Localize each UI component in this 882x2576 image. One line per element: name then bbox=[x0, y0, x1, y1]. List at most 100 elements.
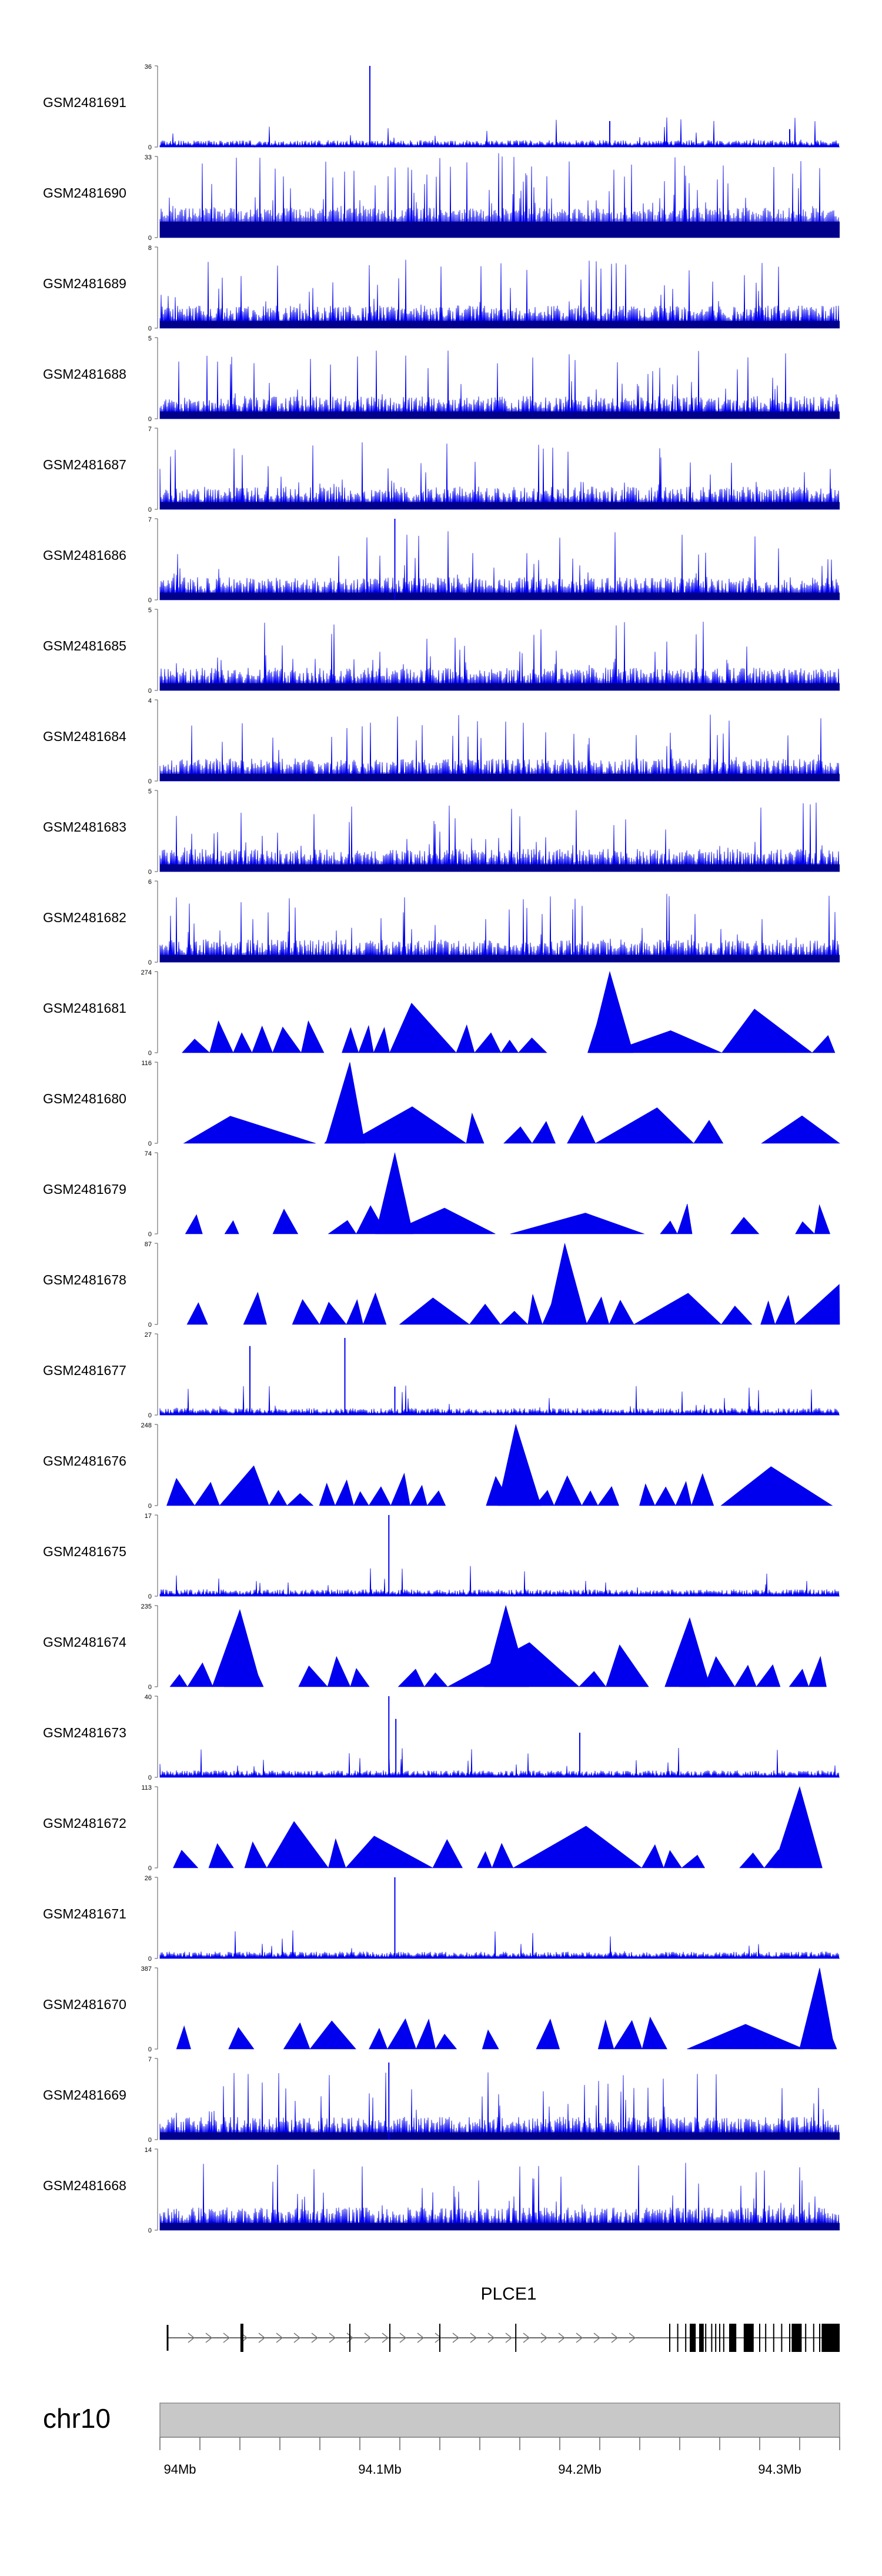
coverage-triangle bbox=[342, 1027, 359, 1053]
coverage-triangle bbox=[677, 1203, 693, 1234]
y-tick-max-label: 6 bbox=[148, 879, 152, 886]
y-tick-max-label: 7 bbox=[148, 426, 152, 433]
gene-exon bbox=[685, 2324, 687, 2352]
coverage-triangle bbox=[597, 1486, 620, 1506]
coverage-triangle bbox=[597, 2019, 614, 2050]
coverage-triangle bbox=[386, 1207, 496, 1234]
strand-arrow bbox=[593, 2333, 601, 2343]
y-tick-max-label: 7 bbox=[148, 516, 152, 523]
coverage-triangle bbox=[369, 2027, 388, 2050]
coverage-triangle bbox=[435, 2033, 457, 2050]
coverage-triangle bbox=[503, 1126, 533, 1144]
coverage-triangle bbox=[244, 1841, 268, 1868]
coverage-triangle bbox=[183, 1116, 316, 1144]
coverage-triangle bbox=[416, 2018, 436, 2050]
coverage-triangle bbox=[720, 1466, 833, 1506]
track-label: GSM2481675 bbox=[43, 1544, 126, 1559]
coverage-baseline-band bbox=[160, 2223, 840, 2230]
track-label: GSM2481691 bbox=[43, 95, 126, 110]
y-tick-zero-label: 0 bbox=[148, 1956, 152, 1963]
coverage-triangle bbox=[517, 1037, 547, 1053]
track-label: GSM2481683 bbox=[43, 819, 126, 835]
track-label: GSM2481687 bbox=[43, 457, 126, 472]
coverage-baseline-band bbox=[160, 411, 840, 419]
coverage-triangle bbox=[811, 1035, 836, 1053]
coverage-triangle bbox=[527, 1294, 543, 1325]
gene-exon bbox=[349, 2324, 350, 2352]
strand-arrow bbox=[293, 2333, 301, 2343]
strand-arrow bbox=[311, 2333, 319, 2343]
strand-arrow bbox=[258, 2333, 266, 2343]
coverage-triangle bbox=[639, 1483, 656, 1506]
y-tick-max-label: 8 bbox=[148, 245, 152, 252]
gene-exon bbox=[813, 2324, 814, 2352]
track-GSM2481686: GSM2481686 7 0 bbox=[43, 516, 840, 604]
track-GSM2481687: GSM2481687 7 0 bbox=[43, 426, 840, 513]
coverage-triangle bbox=[187, 1662, 213, 1687]
strand-arrow bbox=[276, 2333, 283, 2343]
coverage-signal bbox=[159, 1930, 840, 1960]
coverage-triangle bbox=[641, 1844, 664, 1868]
coverage-triangle bbox=[693, 1120, 724, 1144]
coverage-triangle bbox=[209, 1020, 234, 1053]
coverage-triangle bbox=[606, 1644, 649, 1687]
strand-arrow bbox=[346, 2333, 354, 2343]
strand-arrow bbox=[435, 2333, 442, 2343]
y-tick-max-label: 5 bbox=[148, 607, 152, 614]
coverage-triangle bbox=[389, 1003, 457, 1053]
track-GSM2481691: GSM2481691 36 0 bbox=[43, 64, 840, 151]
chromosome-label: chr10 bbox=[43, 2403, 111, 2434]
strand-arrow bbox=[382, 2333, 389, 2343]
coverage-triangle bbox=[387, 2018, 417, 2050]
gene-exon-block bbox=[730, 2324, 736, 2352]
axis-tick-label: 94Mb bbox=[163, 2462, 196, 2477]
coverage-triangle bbox=[773, 1786, 823, 1868]
coverage-triangle bbox=[500, 1310, 529, 1325]
coverage-triangle bbox=[346, 1106, 467, 1144]
coverage-triangle bbox=[212, 1609, 262, 1687]
coverage-triangle bbox=[399, 1297, 470, 1325]
track-label: GSM2481689 bbox=[43, 276, 126, 291]
coverage-triangle bbox=[328, 1838, 346, 1868]
coverage-triangle bbox=[546, 1243, 587, 1325]
track-label: GSM2481677 bbox=[43, 1363, 126, 1378]
track-label: GSM2481688 bbox=[43, 366, 126, 382]
coverage-triangle bbox=[589, 970, 634, 1053]
track-label: GSM2481685 bbox=[43, 638, 126, 653]
y-tick-zero-label: 0 bbox=[148, 597, 152, 604]
coverage-triangle bbox=[691, 1473, 714, 1506]
coverage-triangle bbox=[176, 2025, 191, 2050]
coverage-triangle bbox=[309, 2020, 356, 2050]
coverage-triangle bbox=[292, 1299, 320, 1325]
coverage-triangle bbox=[390, 1473, 410, 1506]
y-tick-zero-label: 0 bbox=[148, 2046, 152, 2053]
coverage-triangle bbox=[182, 1039, 211, 1053]
coverage-triangle bbox=[553, 1475, 582, 1506]
coverage-triangle bbox=[761, 1115, 840, 1144]
gene-name-label: PLCE1 bbox=[480, 2284, 536, 2304]
coverage-signal bbox=[159, 1385, 840, 1416]
strand-arrow bbox=[417, 2333, 425, 2343]
coverage-triangle bbox=[532, 1120, 556, 1144]
track-GSM2481668: GSM2481668 14 0 bbox=[43, 2147, 840, 2234]
coverage-triangle bbox=[300, 1020, 325, 1053]
coverage-triangle bbox=[346, 1299, 363, 1325]
track-GSM2481669: GSM2481669 7 0 bbox=[43, 2056, 840, 2144]
coverage-triangle bbox=[492, 1843, 514, 1868]
y-tick-max-label: 116 bbox=[141, 1060, 152, 1067]
coverage-triangle bbox=[642, 2016, 667, 2050]
coverage-triangle bbox=[466, 1112, 485, 1144]
track-GSM2481679: GSM2481679 74 0 bbox=[43, 1150, 831, 1238]
y-tick-zero-label: 0 bbox=[148, 144, 152, 151]
y-tick-zero-label: 0 bbox=[148, 778, 152, 785]
coverage-triangle bbox=[173, 1850, 199, 1868]
y-tick-max-label: 17 bbox=[145, 1513, 152, 1520]
coverage-triangle bbox=[739, 1852, 765, 1868]
gene-exon bbox=[515, 2324, 517, 2352]
y-tick-max-label: 5 bbox=[148, 335, 152, 342]
gene-exon-block bbox=[821, 2324, 840, 2352]
strand-arrow bbox=[399, 2333, 407, 2343]
coverage-triangle bbox=[579, 1671, 607, 1687]
gene-exon bbox=[711, 2324, 713, 2352]
